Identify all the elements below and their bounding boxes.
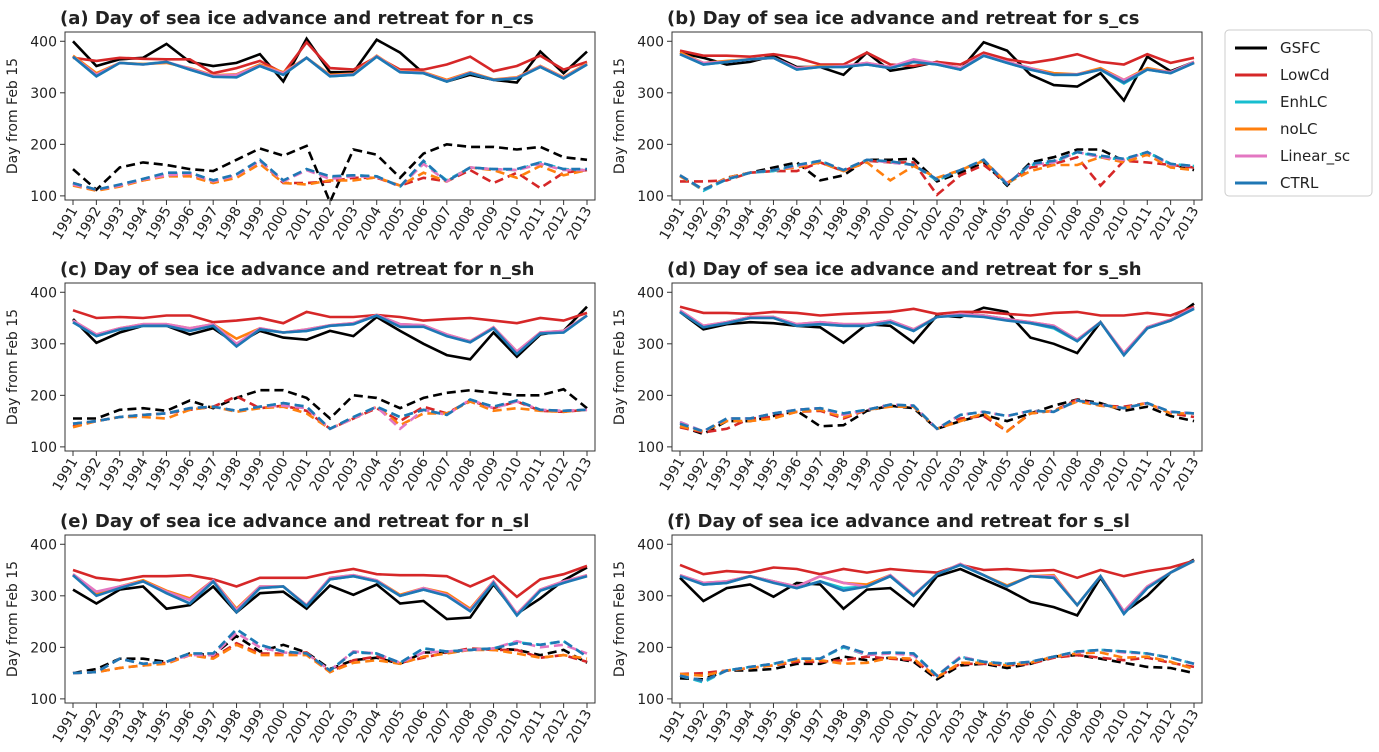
y-tick-label: 400 xyxy=(30,537,57,553)
legend-label: noLC xyxy=(1280,120,1318,138)
y-axis-label: Day from Feb 15 xyxy=(5,309,21,425)
y-tick-label: 300 xyxy=(637,589,664,605)
x-tick-label: 2013 xyxy=(1171,455,1203,494)
retreat-line xyxy=(72,309,588,325)
retreat-line xyxy=(679,559,1195,580)
x-tick-label: 2013 xyxy=(564,707,596,746)
y-tick-label: 400 xyxy=(637,285,664,301)
retreat-line xyxy=(679,305,1195,317)
plot-lines xyxy=(72,305,588,431)
plot-frame xyxy=(671,31,1203,201)
legend-label: GSFC xyxy=(1280,39,1320,57)
x-tick-label: 2013 xyxy=(564,204,596,243)
advance-line xyxy=(679,651,1195,679)
y-tick-label: 300 xyxy=(637,337,664,353)
retreat-line xyxy=(72,36,588,84)
advance-line xyxy=(72,627,588,675)
plot-frame xyxy=(671,282,1203,452)
plot-lines xyxy=(679,40,1195,197)
plot-lines xyxy=(679,558,1195,684)
y-tick-label: 300 xyxy=(30,337,57,353)
y-tick-label: 200 xyxy=(30,137,57,153)
retreat-line xyxy=(72,314,588,356)
x-tick-label: 2013 xyxy=(1171,707,1203,746)
chart-title: (c) Day of sea ice advance and retreat f… xyxy=(60,259,535,280)
plot-lines xyxy=(72,36,588,206)
chart-title: (a) Day of sea ice advance and retreat f… xyxy=(60,8,534,29)
legend-label: CTRL xyxy=(1280,174,1319,192)
y-axis-label: Day from Feb 15 xyxy=(5,58,21,174)
y-tick-label: 200 xyxy=(637,388,664,404)
y-axis-label: Day from Feb 15 xyxy=(612,561,628,677)
retreat-line xyxy=(679,53,1195,84)
y-tick-label: 300 xyxy=(30,589,57,605)
y-tick-label: 200 xyxy=(30,388,57,404)
y-tick-label: 400 xyxy=(637,537,664,553)
y-tick-label: 100 xyxy=(637,440,664,456)
x-tick-label: 2013 xyxy=(564,455,596,494)
legend-label: Linear_sc xyxy=(1280,147,1350,166)
advance-line xyxy=(72,158,587,192)
chart-title: (b) Day of sea ice advance and retreat f… xyxy=(667,8,1139,29)
y-tick-label: 100 xyxy=(30,692,57,708)
y-tick-label: 200 xyxy=(637,640,664,656)
retreat-line xyxy=(72,40,588,75)
y-tick-label: 100 xyxy=(30,189,57,205)
y-tick-label: 400 xyxy=(637,34,664,50)
retreat-line xyxy=(679,558,1195,617)
plot-frame xyxy=(64,282,596,452)
y-tick-label: 300 xyxy=(30,86,57,102)
advance-line xyxy=(72,142,588,206)
advance-line xyxy=(72,398,588,431)
y-axis-label: Day from Feb 15 xyxy=(5,561,21,677)
advance-line xyxy=(680,155,1195,197)
retreat-line xyxy=(679,40,1195,103)
retreat-line xyxy=(679,307,1195,358)
y-axis-label: Day from Feb 15 xyxy=(612,58,628,174)
advance-line xyxy=(72,159,587,192)
retreat-line xyxy=(72,55,588,83)
plot-frame xyxy=(64,31,596,201)
y-tick-label: 400 xyxy=(30,285,57,301)
legend-label: LowCd xyxy=(1280,66,1330,84)
y-tick-label: 100 xyxy=(637,189,664,205)
retreat-line xyxy=(72,305,588,361)
plot-frame xyxy=(64,534,596,704)
plot-frame xyxy=(671,534,1203,704)
y-tick-label: 300 xyxy=(637,86,664,102)
plot-lines xyxy=(679,302,1195,436)
retreat-line xyxy=(679,559,1195,616)
advance-line xyxy=(679,399,1195,433)
y-tick-label: 200 xyxy=(637,137,664,153)
advance-line xyxy=(679,653,1195,681)
advance-line xyxy=(73,387,588,421)
retreat-line xyxy=(72,564,588,599)
y-tick-label: 100 xyxy=(637,692,664,708)
retreat-line xyxy=(679,49,1195,68)
plot-lines xyxy=(72,564,588,675)
y-axis-label: Day from Feb 15 xyxy=(612,309,628,425)
advance-line xyxy=(679,644,1195,683)
advance-line xyxy=(679,148,1195,192)
y-tick-label: 400 xyxy=(30,34,57,50)
retreat-line xyxy=(72,574,588,618)
chart-title: (f) Day of sea ice advance and retreat f… xyxy=(667,511,1130,532)
advance-line xyxy=(679,150,1195,192)
advance-line xyxy=(72,634,588,675)
x-tick-label: 2013 xyxy=(1171,204,1203,243)
y-tick-label: 100 xyxy=(30,440,57,456)
chart-title: (d) Day of sea ice advance and retreat f… xyxy=(667,259,1142,280)
legend-label: EnhLC xyxy=(1280,93,1327,111)
chart-title: (e) Day of sea ice advance and retreat f… xyxy=(60,511,529,532)
y-tick-label: 200 xyxy=(30,640,57,656)
